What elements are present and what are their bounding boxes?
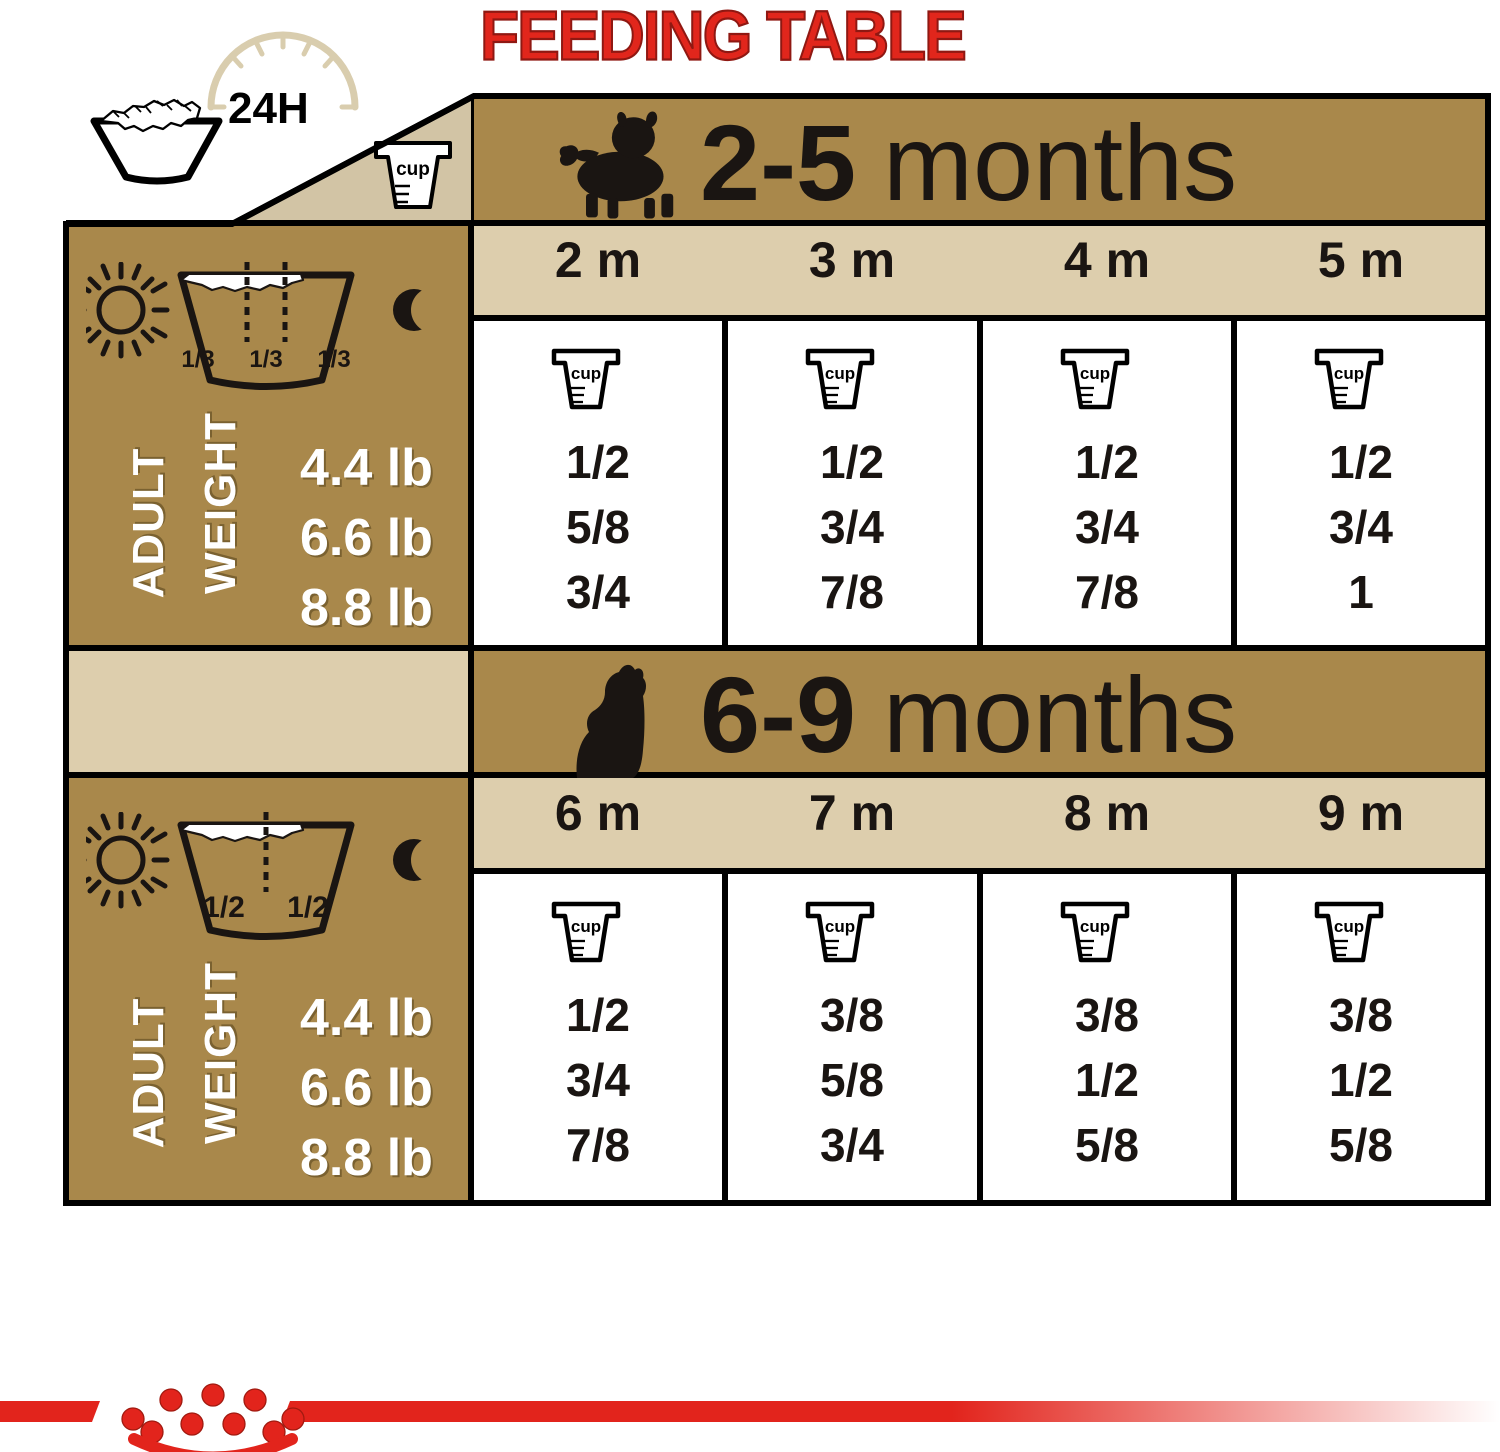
svg-text:1/3: 1/3 (249, 346, 282, 373)
svg-text:cup: cup (1334, 364, 1364, 383)
svg-text:cup: cup (571, 917, 601, 936)
svg-text:1/3: 1/3 (181, 346, 214, 373)
svg-text:cup: cup (825, 364, 855, 383)
svg-text:1/2: 1/2 (203, 891, 245, 924)
svg-text:1/2: 1/2 (287, 891, 329, 924)
svg-text:cup: cup (571, 364, 601, 383)
svg-text:cup: cup (1080, 364, 1110, 383)
svg-text:1/3: 1/3 (317, 346, 350, 373)
svg-text:cup: cup (1334, 917, 1364, 936)
svg-text:cup: cup (1080, 917, 1110, 936)
svg-text:cup: cup (825, 917, 855, 936)
